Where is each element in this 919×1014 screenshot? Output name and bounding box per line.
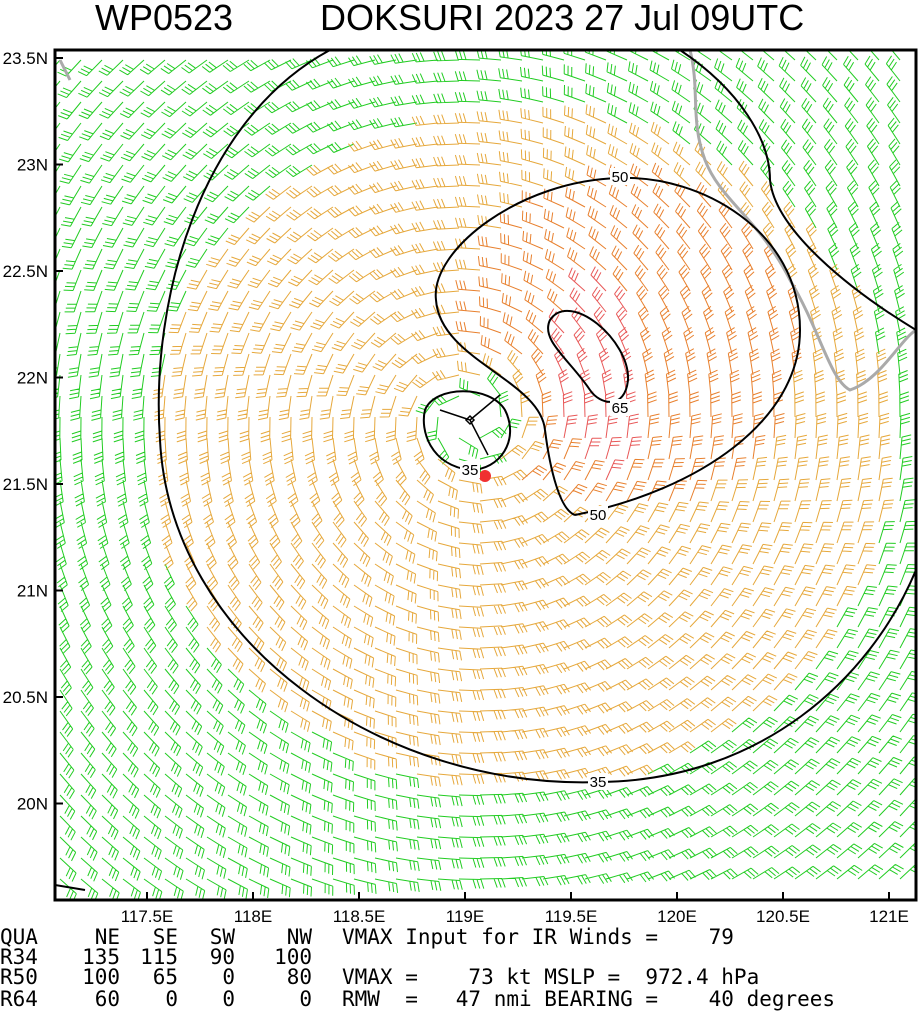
lat-label: 23N	[17, 156, 48, 175]
contour-label: 35	[590, 774, 607, 791]
table-cell: 0	[165, 987, 178, 1011]
storm-id: WP0523	[95, 0, 233, 38]
contour-35-inner	[422, 390, 511, 471]
center-marker	[439, 394, 501, 456]
table-header: QUA	[0, 925, 38, 949]
table-cell: R34	[0, 945, 38, 969]
table-cell: 65	[153, 965, 178, 989]
table-note: VMAX = 73 kt MSLP = 972.4 hPa	[342, 965, 759, 989]
storm-position	[479, 470, 491, 482]
table-cell: 135	[82, 945, 120, 969]
barb-group	[55, 50, 916, 900]
table-header: NE	[95, 925, 120, 949]
contour-fragment	[55, 884, 86, 891]
table-cell: 115	[140, 945, 178, 969]
coastline	[688, 50, 916, 392]
map-frame	[53, 48, 918, 902]
contour-label-bg	[588, 506, 608, 523]
table-cell: 0	[222, 987, 235, 1011]
storm-title: DOKSURI 2023 27 Jul 09UTC	[320, 0, 804, 38]
contour-35	[679, 50, 916, 331]
table-cell: 90	[210, 945, 235, 969]
contour-label-bg	[460, 461, 480, 478]
lat-label: 21N	[17, 582, 48, 601]
table-cell: 100	[82, 965, 120, 989]
contour-labels: 50 65 35 50 35	[460, 168, 630, 791]
lon-label: 119.5E	[545, 907, 598, 926]
table-cell: 80	[287, 965, 312, 989]
contour-label-bg	[610, 168, 630, 185]
table-cell: 100	[274, 945, 312, 969]
lon-label: 120E	[657, 907, 697, 926]
lat-label: 22.5N	[3, 262, 48, 281]
lat-label: 20N	[17, 795, 48, 814]
table-cell: R50	[0, 965, 38, 989]
axes: 23.5N 23N 22.5N 22N 21.5N 21N 20.5N 20N 117.5E 11…	[3, 49, 909, 926]
contour-50	[434, 176, 802, 516]
contour-label: 65	[612, 400, 629, 417]
lon-label: 117.5E	[121, 907, 174, 926]
contour-65	[547, 309, 630, 403]
table-cell: R64	[0, 987, 38, 1011]
table-note: RMW = 47 nmi BEARING = 40 degrees	[342, 987, 835, 1011]
lat-label: 21.5N	[3, 475, 48, 494]
table-note: VMAX Input for IR Winds = 79	[342, 925, 734, 949]
contour-label: 50	[590, 507, 607, 524]
barb-group	[548, 266, 642, 481]
contour-label: 50	[612, 169, 629, 186]
lon-label: 120.5E	[756, 907, 810, 926]
table-header: SE	[153, 925, 178, 949]
table-header: SW	[210, 925, 236, 949]
table-cell: 0	[222, 965, 235, 989]
lat-label: 22N	[17, 369, 48, 388]
lat-label: 23.5N	[3, 49, 48, 68]
lon-label: 121E	[869, 907, 909, 926]
overlays	[55, 50, 916, 891]
contour-label-bg	[610, 399, 630, 416]
lat-label: 20.5N	[3, 688, 48, 707]
barb-group	[152, 104, 894, 787]
contour-label: 35	[462, 462, 479, 479]
lon-label: 118.5E	[333, 907, 386, 926]
table-header: NW	[287, 925, 313, 949]
contour-label-bg	[588, 773, 608, 790]
contour-35	[157, 50, 916, 784]
coastline	[58, 59, 72, 81]
table-cell: 60	[95, 987, 120, 1011]
lon-label: 119E	[446, 907, 484, 926]
table-cell: 0	[299, 987, 312, 1011]
lon-label: 118E	[234, 907, 272, 926]
